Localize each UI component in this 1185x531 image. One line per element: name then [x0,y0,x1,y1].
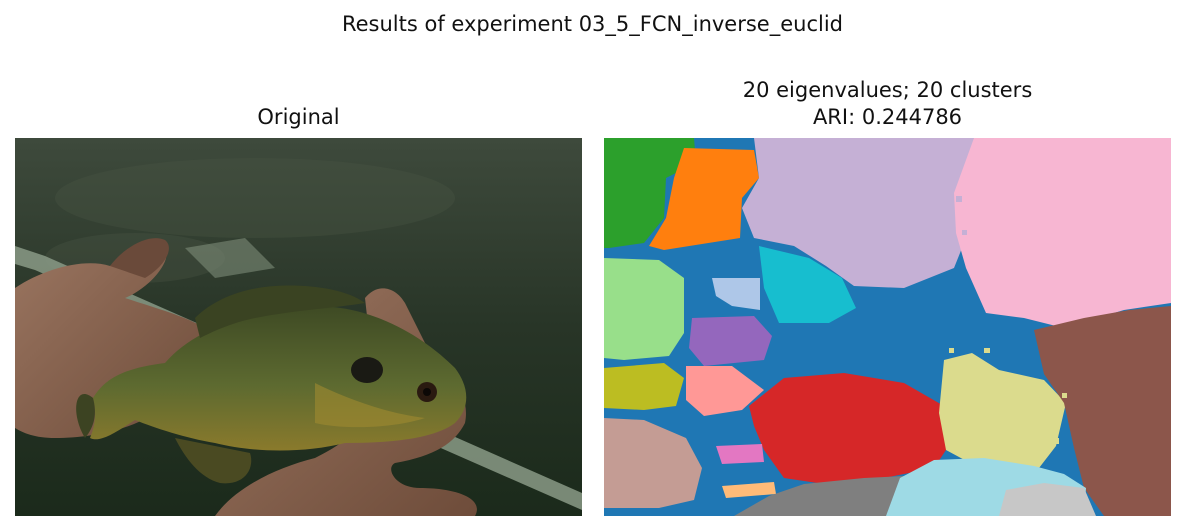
cluster-magenta [716,444,764,464]
cluster-olive [604,363,684,410]
cluster-purple [689,316,772,366]
cluster-green [604,138,696,248]
cluster-light-gray [999,483,1096,516]
original-photo-illustration [15,138,582,516]
cluster-tan [604,418,702,508]
segmentation-title-line2: ARI: 0.244786 [812,105,963,129]
segmentation-title-line1: 20 eigenvalues; 20 clusters [742,78,1033,102]
cluster-red [749,373,954,484]
segmentation-panel-title: 20 eigenvalues; 20 clusters ARI: 0.24478… [604,77,1171,131]
segmentation-map [604,138,1171,516]
pelvic-fin [175,438,252,484]
cluster-salmon [686,366,764,416]
original-panel-title: Original [257,105,340,129]
gill-spot [351,357,383,383]
cluster-light-green [604,258,684,360]
segmentation-image [604,138,1171,516]
cluster-khaki [939,353,1066,474]
cluster-peach [722,482,776,498]
tail-fin [76,393,95,438]
figure-suptitle: Results of experiment 03_5_FCN_inverse_e… [341,12,843,36]
cluster-lavender [742,138,974,288]
cluster-gray [734,476,904,516]
cluster-cyan [759,246,856,323]
cluster-orange [649,148,759,250]
original-image [15,138,582,516]
cluster-light-blue [712,278,760,310]
cluster-brown [1034,306,1171,516]
cluster-pink [954,138,1171,328]
dorsal-fin [195,285,365,338]
